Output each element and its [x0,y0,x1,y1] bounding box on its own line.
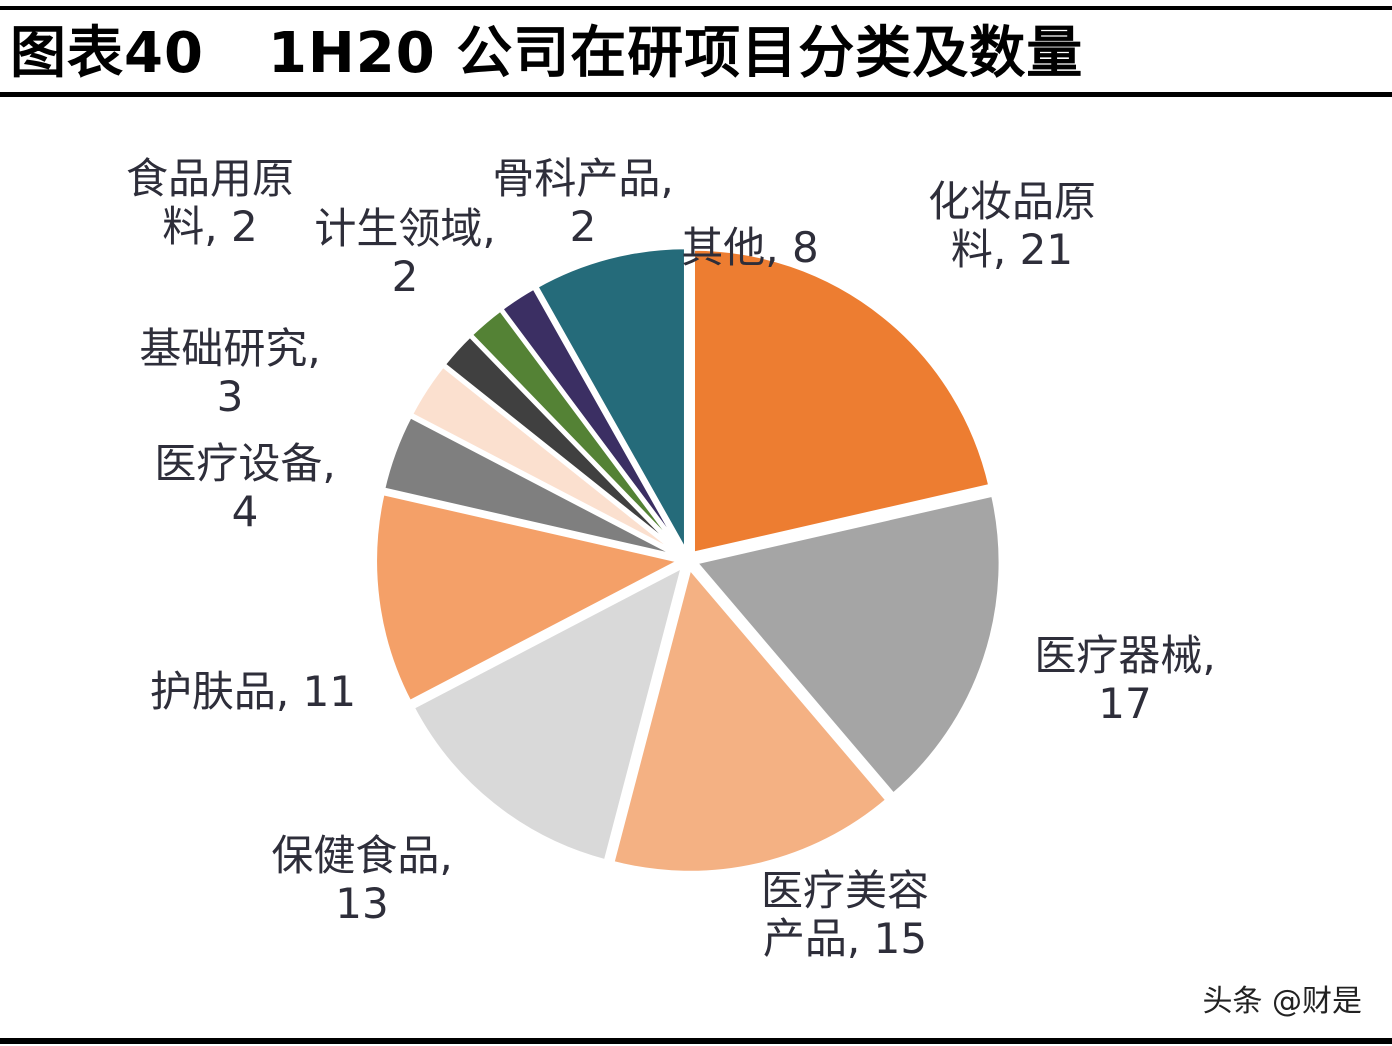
slice-label-line: 化妆品原 [928,177,1096,226]
slice-label: 其他, 8 [681,223,818,272]
slice-label: 计生领域, 2 [314,204,495,301]
figure-number: 图表40 [10,21,204,86]
slice-label: 食品用原料, 2 [126,154,294,251]
slice-label-line: 医疗美容 [761,866,929,915]
pie-slices [373,245,1003,875]
slice-label-line: 产品, 15 [763,914,927,963]
slice-label: 医疗设备, 4 [154,439,335,536]
pie-slice [534,245,688,555]
slice-label: 骨科产品, 2 [492,154,673,251]
pie-slice [373,491,683,705]
pie-slice [690,246,993,556]
slice-label-line: 4 [232,487,259,536]
slice-label: 保健食品, 13 [271,831,452,928]
slice-label-line: 其他, 8 [681,223,818,272]
slice-label-line: 医疗器械, [1034,631,1215,680]
chart-title: 1H20 公司在研项目分类及数量 [267,21,1084,86]
slice-label-line: 基础研究, [139,324,320,373]
slice-label-line: 医疗设备, [154,439,335,488]
slice-label: 护肤品, 11 [150,667,356,716]
slice-label-line: 3 [217,372,244,421]
pie-slice [410,564,686,864]
page-title: 图表40 1H20 公司在研项目分类及数量 [10,22,1083,86]
slice-label-line: 计生领域, [314,204,495,253]
slice-label-line: 2 [392,252,419,301]
slice-label: 医疗美容产品, 15 [761,866,929,963]
slice-label-line: 2 [570,202,597,251]
slice-label: 基础研究, 3 [139,324,320,421]
pie-labels: 化妆品原料, 21 医疗器械, 17 医疗美容产品, 15 保健食品, 13 护肤品, 11… [126,154,1216,963]
bottom-rule [0,1038,1392,1044]
pie-slice [610,565,890,875]
slice-label-line: 料, 21 [951,225,1073,274]
title-rule [0,92,1392,97]
pie-slice [499,285,686,556]
top-rule [0,6,1392,10]
slice-label-line: 17 [1098,679,1151,728]
slice-label: 化妆品原料, 21 [928,177,1096,274]
pie-slice [693,492,1003,797]
slice-label-line: 食品用原 [126,154,294,203]
slice-label-line: 料, 2 [162,202,257,251]
slice-label-line: 13 [335,879,388,928]
slice-label: 医疗器械, 17 [1034,631,1215,728]
slice-label-line: 骨科产品, [492,154,673,203]
slice-label-line: 保健食品, [271,831,452,880]
slice-label-line: 护肤品, 11 [150,667,356,716]
watermark: 头条 @财是 [1202,984,1362,1019]
